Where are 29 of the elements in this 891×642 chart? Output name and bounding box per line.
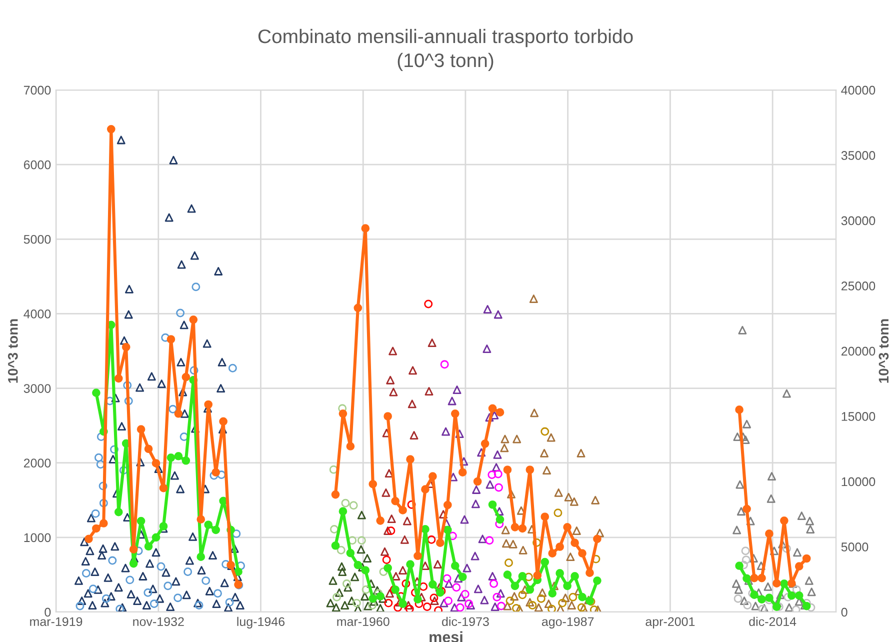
x-tick-label: ago-1987 (542, 617, 594, 629)
y2-tick-label: 15000 (842, 412, 876, 421)
y2-tick-label: 25000 (841, 282, 876, 290)
x-tick-label: apr-2001 (646, 617, 695, 629)
chart-title: Combinato mensili-annuali trasporto torbido (258, 28, 633, 48)
y-axis-title: 10^3 tonn (8, 319, 18, 383)
y-tick-label: 1000 (24, 533, 51, 542)
y2-tick-label: 10000 (842, 477, 876, 486)
x-tick-label: nov-1932 (133, 617, 184, 626)
y2-tick-label: 0 (841, 608, 848, 617)
y2-tick-label: 30000 (841, 216, 876, 226)
y-tick-label: 7000 (24, 86, 51, 95)
y-tick-label: 0 (44, 608, 51, 617)
y-tick-label: 4000 (24, 310, 51, 318)
x-tick-label: lug-1946 (237, 616, 285, 629)
y2-axis-title: 10^3 tonn (878, 319, 889, 383)
x-tick-label: mar-1960 (337, 617, 390, 626)
y2-tick-label: 20000 (841, 346, 876, 356)
y-tick-label: 6000 (24, 160, 51, 170)
y-tick-label: 2000 (24, 458, 51, 468)
x-tick-label: dic-1973 (442, 616, 489, 626)
x-tick-label: dic-2014 (749, 616, 796, 626)
x-tick-label: mar-1919 (30, 617, 82, 626)
y2-tick-label: 35000 (841, 151, 876, 160)
y-tick-label: 5000 (24, 234, 51, 244)
y2-tick-label: 40000 (841, 86, 876, 95)
y-tick-label: 3000 (24, 384, 51, 393)
chart-subtitle: (10^3 tonn) (398, 52, 494, 72)
y2-tick-label: 5000 (841, 542, 868, 552)
